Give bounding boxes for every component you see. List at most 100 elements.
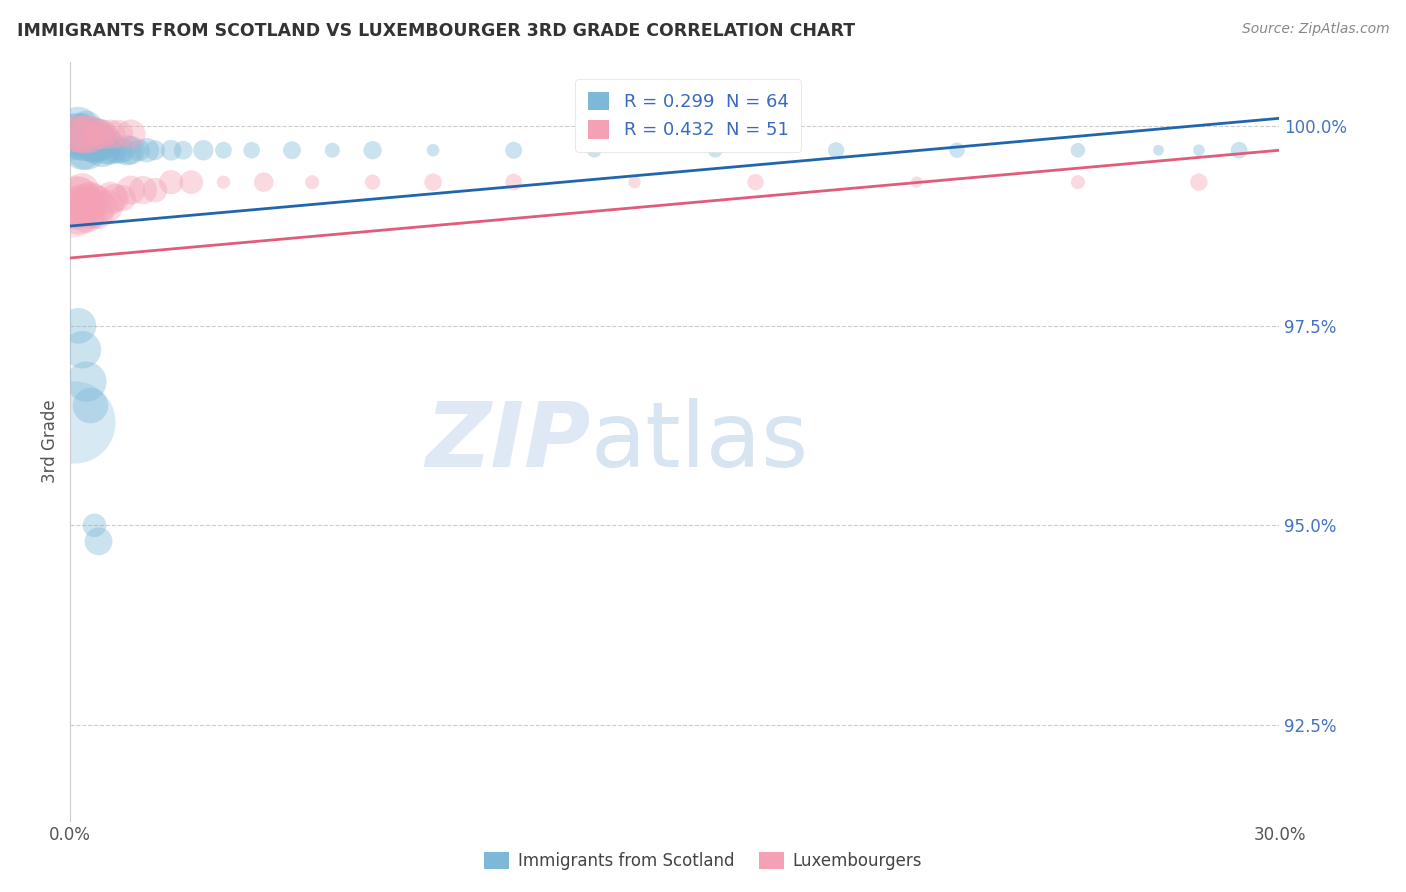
Y-axis label: 3rd Grade: 3rd Grade [41,400,59,483]
Point [72,135,94,149]
Point [75,128,97,142]
Point [301,175,323,189]
Point [63,135,86,149]
Text: atlas: atlas [591,398,808,485]
Point [361,175,384,189]
Point [422,143,444,157]
Text: Source: ZipAtlas.com: Source: ZipAtlas.com [1241,22,1389,37]
Point [111,191,134,205]
Point [67,207,90,221]
Point [422,175,444,189]
Point [104,191,127,205]
Point [67,128,90,142]
Point [502,175,524,189]
Point [83,518,105,533]
Point [83,191,105,205]
Point [63,128,86,142]
Point [83,128,105,142]
Point [193,143,215,157]
Point [91,135,114,149]
Point [502,143,524,157]
Point [111,143,134,157]
Point [79,191,101,205]
Point [744,175,766,189]
Point [120,183,142,197]
Point [120,128,142,142]
Point [60,199,83,213]
Point [91,143,114,157]
Point [79,128,101,142]
Point [87,128,110,142]
Point [79,128,101,142]
Point [79,135,101,149]
Point [1188,175,1211,189]
Point [1067,143,1090,157]
Legend: R = 0.299  N = 64, R = 0.432  N = 51: R = 0.299 N = 64, R = 0.432 N = 51 [575,79,801,152]
Point [120,143,142,157]
Point [63,128,86,142]
Point [825,143,848,157]
Point [75,135,97,149]
Point [63,199,86,213]
Point [1227,143,1250,157]
Text: IMMIGRANTS FROM SCOTLAND VS LUXEMBOURGER 3RD GRADE CORRELATION CHART: IMMIGRANTS FROM SCOTLAND VS LUXEMBOURGER… [17,22,855,40]
Point [87,128,110,142]
Point [160,143,183,157]
Point [67,191,90,205]
Point [91,199,114,213]
Point [240,143,263,157]
Point [100,128,122,142]
Point [100,191,122,205]
Point [87,135,110,149]
Point [72,128,94,142]
Point [91,128,114,142]
Point [87,191,110,205]
Point [75,207,97,221]
Point [115,143,138,157]
Point [361,143,384,157]
Point [62,415,84,429]
Point [583,143,606,157]
Point [143,143,166,157]
Point [212,175,235,189]
Point [107,143,129,157]
Point [96,128,118,142]
Point [75,120,97,134]
Point [83,207,105,221]
Point [143,183,166,197]
Point [107,128,129,142]
Legend: Immigrants from Scotland, Luxembourgers: Immigrants from Scotland, Luxembourgers [478,845,928,877]
Point [1067,175,1090,189]
Point [905,175,928,189]
Point [180,175,202,189]
Point [87,143,110,157]
Point [87,207,110,221]
Point [128,143,150,157]
Point [75,143,97,157]
Point [72,128,94,142]
Point [79,199,101,213]
Point [72,207,94,221]
Point [253,175,276,189]
Point [83,143,105,157]
Point [172,143,194,157]
Point [63,128,86,142]
Point [83,135,105,149]
Point [132,183,155,197]
Point [87,534,110,549]
Point [72,120,94,134]
Point [72,343,94,357]
Point [100,135,122,149]
Point [67,128,90,142]
Point [67,199,90,213]
Point [104,143,127,157]
Point [79,399,101,413]
Point [75,128,97,142]
Point [63,207,86,221]
Point [160,175,183,189]
Point [72,128,94,142]
Point [135,143,157,157]
Point [704,143,727,157]
Point [321,143,343,157]
Point [72,143,94,157]
